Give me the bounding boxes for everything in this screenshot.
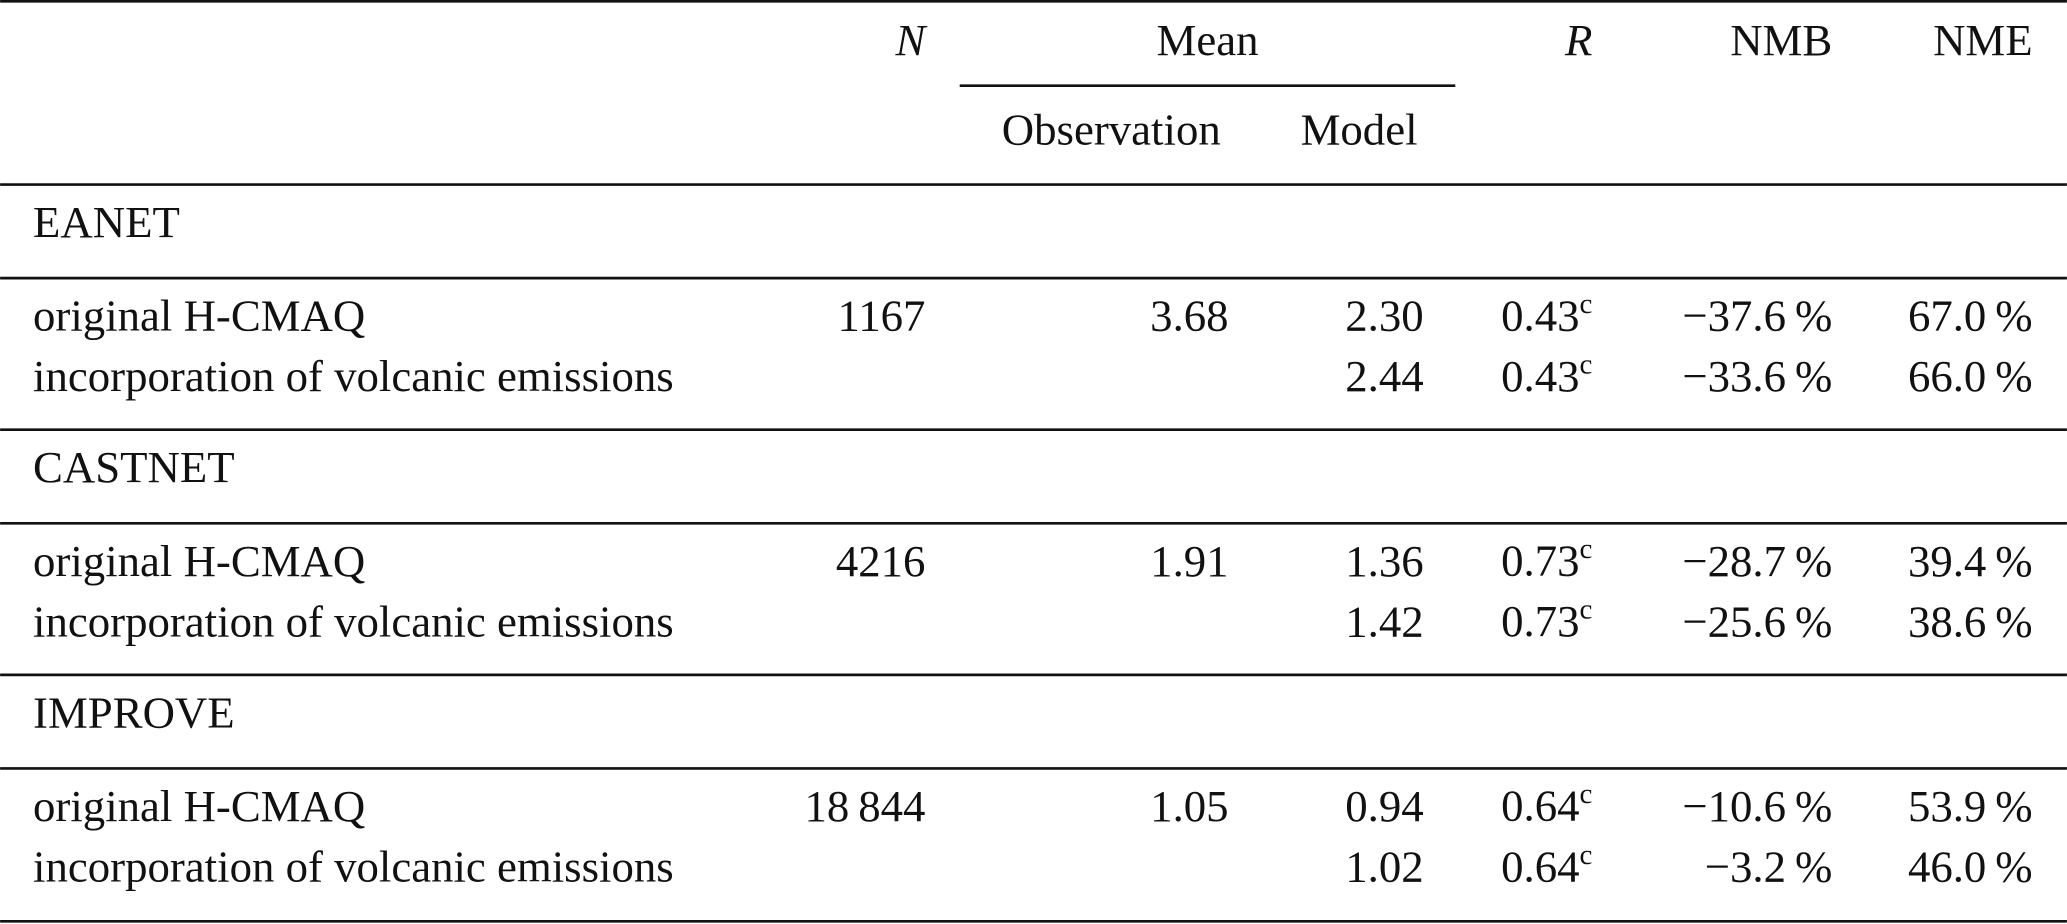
- cell-model: 1.42: [1345, 596, 1423, 646]
- cell-model: 2.44: [1345, 351, 1423, 401]
- cell-nme: 46.0 %: [1908, 842, 2033, 892]
- r-value: 0.73: [1501, 596, 1579, 646]
- row-label: incorporation of volcanic emissions: [33, 842, 674, 892]
- cell-nmb: −37.6 %: [1682, 291, 1832, 341]
- r-value: 0.43: [1501, 351, 1579, 401]
- r-note: c: [1580, 593, 1593, 625]
- header-nmb: NMB: [1730, 15, 1832, 65]
- cell-nmb: −3.2 %: [1705, 842, 1833, 892]
- row-label: original H-CMAQ: [33, 291, 365, 341]
- header-observation: Observation: [1002, 105, 1221, 155]
- r-value: 0.43: [1501, 291, 1579, 341]
- cell-model: 1.02: [1345, 842, 1423, 892]
- r-note: c: [1580, 287, 1593, 319]
- r-value: 0.64: [1501, 781, 1579, 831]
- cell-nmb: −25.6 %: [1682, 596, 1832, 646]
- row-label: incorporation of volcanic emissions: [33, 351, 674, 401]
- cell-r: 0.43c: [1501, 348, 1592, 401]
- cell-observation: 1.91: [1150, 536, 1228, 586]
- header-n: N: [895, 15, 928, 65]
- cell-n: 4216: [836, 536, 926, 586]
- cell-r: 0.64c: [1501, 778, 1592, 831]
- cell-r: 0.73c: [1501, 593, 1592, 646]
- cell-observation: 3.68: [1150, 291, 1228, 341]
- cell-nme: 39.4 %: [1908, 536, 2033, 586]
- cell-r: 0.43c: [1501, 287, 1592, 340]
- r-note: c: [1580, 533, 1593, 565]
- cell-nme: 38.6 %: [1908, 596, 2033, 646]
- r-note: c: [1580, 838, 1593, 870]
- cell-model: 2.30: [1345, 291, 1423, 341]
- cell-nme: 53.9 %: [1908, 781, 2033, 831]
- cell-nmb: −33.6 %: [1682, 351, 1832, 401]
- cell-nmb: −28.7 %: [1682, 536, 1832, 586]
- cell-nme: 66.0 %: [1908, 351, 2033, 401]
- row-label: original H-CMAQ: [33, 781, 365, 831]
- header-mean: Mean: [1156, 15, 1258, 65]
- r-value: 0.64: [1501, 842, 1579, 892]
- cell-r: 0.64c: [1501, 838, 1592, 891]
- cell-nmb: −10.6 %: [1682, 781, 1832, 831]
- header-nme: NME: [1933, 15, 2033, 65]
- section-name: EANET: [33, 197, 180, 247]
- r-note: c: [1580, 348, 1593, 380]
- cell-r: 0.73c: [1501, 533, 1592, 586]
- header-model: Model: [1301, 105, 1418, 155]
- cell-n: 1167: [837, 291, 925, 341]
- row-label: original H-CMAQ: [33, 536, 365, 586]
- cell-observation: 1.05: [1150, 781, 1228, 831]
- cell-model: 1.36: [1345, 536, 1423, 586]
- r-note: c: [1580, 778, 1593, 810]
- cell-model: 0.94: [1345, 781, 1423, 831]
- section-name: CASTNET: [33, 442, 235, 492]
- row-label: incorporation of volcanic emissions: [33, 596, 674, 646]
- cell-nme: 67.0 %: [1908, 291, 2033, 341]
- cell-n: 18 844: [804, 781, 925, 831]
- r-value: 0.73: [1501, 536, 1579, 586]
- section-name: IMPROVE: [33, 687, 235, 737]
- header-r: R: [1564, 15, 1592, 65]
